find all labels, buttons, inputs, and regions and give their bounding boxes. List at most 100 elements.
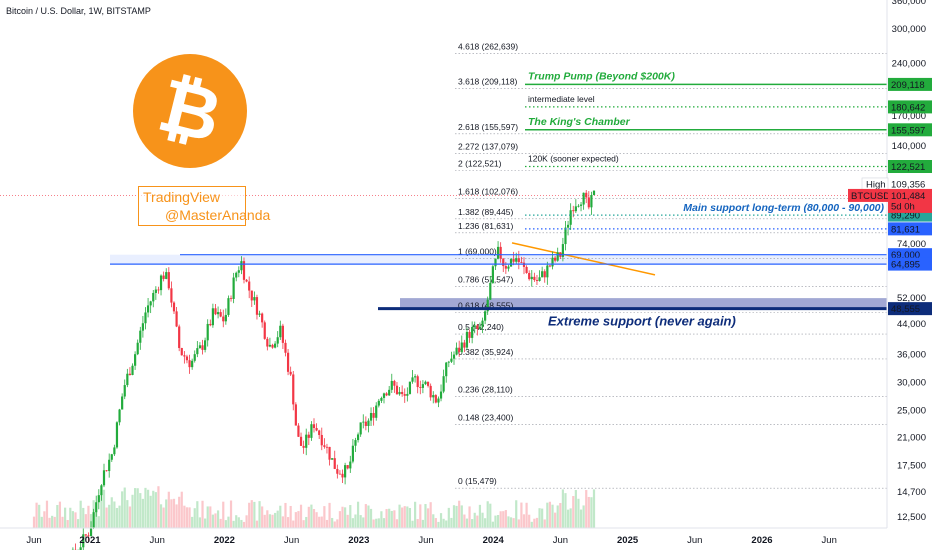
volume-bar bbox=[170, 499, 173, 528]
volume-bar bbox=[364, 504, 367, 528]
candle-body bbox=[227, 298, 230, 315]
fib-label: 2.272 (137,079) bbox=[458, 141, 518, 151]
candle-body bbox=[460, 342, 463, 352]
volume-bar bbox=[460, 505, 463, 528]
candle-body bbox=[95, 502, 98, 513]
candle-body bbox=[312, 424, 316, 428]
volume-bar bbox=[538, 508, 541, 528]
volume-bar bbox=[240, 519, 243, 528]
volume-bar bbox=[292, 520, 295, 528]
candle-body bbox=[401, 391, 404, 395]
candle-body bbox=[564, 227, 567, 245]
fib-label: 4.618 (262,639) bbox=[458, 41, 518, 51]
candle-body bbox=[279, 325, 282, 338]
spacer bbox=[525, 184, 527, 185]
candle-body bbox=[178, 326, 181, 349]
volume-bar bbox=[484, 518, 487, 528]
volume-bar bbox=[237, 517, 240, 528]
candle-body bbox=[325, 446, 329, 448]
price-badge-bg bbox=[888, 160, 932, 174]
volume-bar bbox=[587, 496, 590, 528]
annotated-levels: Trump Pump (Beyond $200K) intermediate le… bbox=[110, 70, 887, 329]
y-tick-label: 36,000 bbox=[897, 350, 926, 361]
volume-bar bbox=[40, 516, 43, 528]
y-tick-label: 52,000 bbox=[897, 293, 926, 304]
candle-body bbox=[416, 376, 419, 388]
candle-body bbox=[97, 495, 100, 503]
volume-bar bbox=[369, 508, 373, 528]
candle-body bbox=[356, 434, 360, 441]
price-badges: 209,118 180,642 155,597 122,521 89,290 81,631… bbox=[848, 77, 932, 316]
x-tick-label: Jun bbox=[687, 535, 702, 546]
candle-body bbox=[344, 465, 347, 478]
volume-bar bbox=[294, 512, 297, 528]
volume-bar bbox=[66, 520, 69, 528]
candle-body bbox=[468, 331, 471, 338]
volume-bar bbox=[486, 501, 489, 528]
volume-bar bbox=[406, 506, 409, 528]
volume-bar bbox=[432, 514, 435, 528]
candle-body bbox=[408, 381, 412, 394]
candle-body bbox=[455, 347, 458, 355]
high-tag-label: High bbox=[866, 179, 886, 190]
candle-body bbox=[419, 387, 422, 388]
volume-bar bbox=[136, 488, 139, 528]
volume-bar bbox=[494, 515, 497, 528]
fib-label: 0.618 (48,555) bbox=[458, 301, 513, 311]
price-badge-bg bbox=[888, 302, 932, 316]
candle-body bbox=[494, 258, 497, 267]
volume-bar bbox=[139, 493, 142, 528]
volume-bar bbox=[258, 501, 261, 528]
volume-bar bbox=[585, 490, 588, 528]
volume-bar bbox=[341, 506, 344, 528]
candle-body bbox=[141, 323, 144, 331]
volume-bar bbox=[214, 513, 217, 528]
volume-bar bbox=[481, 512, 484, 528]
volume-bar bbox=[411, 520, 414, 528]
fib-label: 1.382 (89,445) bbox=[458, 207, 513, 217]
volume-bar bbox=[71, 511, 74, 528]
volume-bar bbox=[219, 518, 222, 528]
volume-bar bbox=[398, 504, 401, 528]
candle-body bbox=[108, 459, 111, 472]
volume-bar bbox=[188, 507, 191, 528]
candle-body bbox=[574, 206, 577, 212]
candle-body bbox=[175, 311, 178, 327]
candle-body bbox=[566, 224, 570, 228]
candle-body bbox=[424, 381, 427, 385]
candle-body bbox=[398, 391, 401, 395]
volume-bar bbox=[325, 519, 329, 528]
volume-bar bbox=[310, 504, 313, 528]
volume-bar bbox=[349, 505, 352, 528]
volume-bar bbox=[87, 505, 90, 528]
candle-body bbox=[484, 311, 487, 321]
candle-body bbox=[297, 425, 300, 437]
time-axis[interactable]: Jun 2021 Jun 2022 Jun 2023 Jun 2024 Jun 2025 Jun 20… bbox=[0, 527, 887, 546]
volume-bar bbox=[35, 502, 38, 528]
volume-bar bbox=[108, 504, 111, 528]
volume-bar bbox=[359, 515, 362, 528]
candle-body bbox=[592, 190, 596, 195]
candle-body bbox=[209, 323, 212, 326]
volume-bar bbox=[141, 498, 144, 528]
volume-bar bbox=[154, 492, 157, 528]
last-price-value: 101,484 bbox=[891, 191, 925, 202]
candle-body bbox=[535, 279, 539, 281]
volume-bar bbox=[305, 516, 308, 528]
fib-label: 0.148 (23,400) bbox=[458, 413, 513, 423]
price-axis[interactable]: 360,000300,000240,000170,000140,000100,0… bbox=[886, 0, 926, 528]
candle-body bbox=[191, 360, 194, 368]
volume-bar bbox=[45, 500, 49, 528]
volume-bar bbox=[38, 504, 41, 528]
candle-body bbox=[385, 393, 388, 396]
candle-body bbox=[237, 270, 240, 273]
fib-label: 1 (69,000) bbox=[458, 247, 497, 257]
candle-body bbox=[579, 204, 583, 206]
candle-body bbox=[240, 261, 243, 271]
volume-bar bbox=[577, 498, 580, 528]
volume-bar bbox=[502, 511, 505, 528]
volume-bar bbox=[452, 505, 456, 528]
volume-bar bbox=[149, 495, 152, 528]
volume-bar bbox=[146, 489, 150, 528]
